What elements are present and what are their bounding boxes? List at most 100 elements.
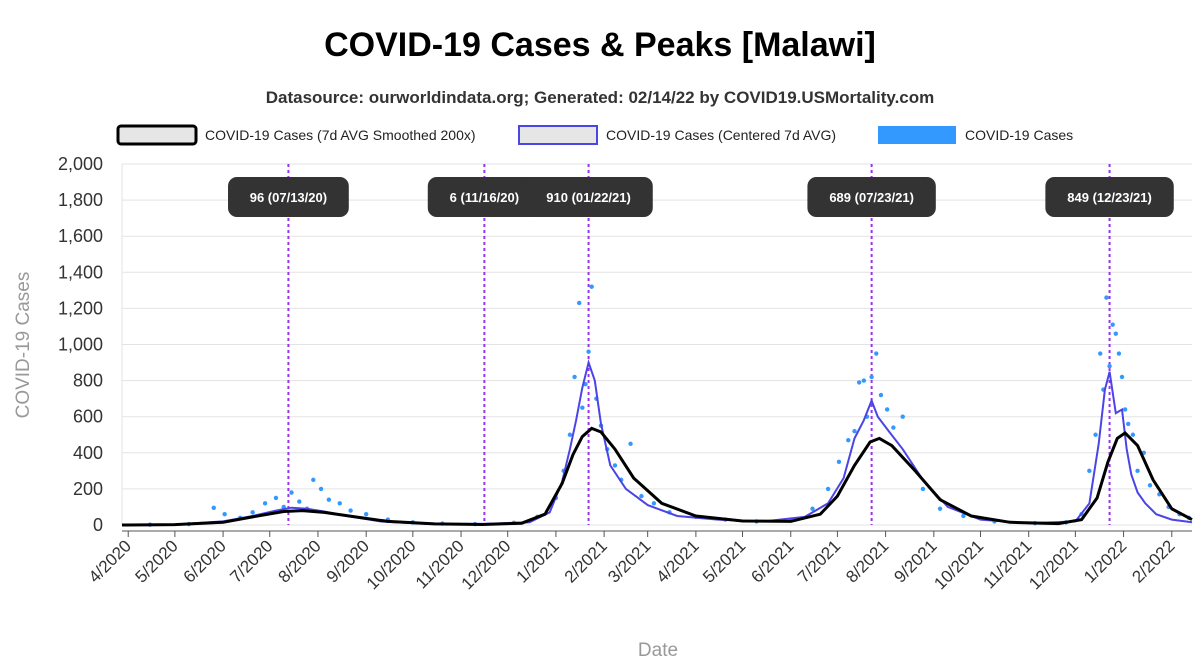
x-tick-label: 11/2021 bbox=[980, 536, 1036, 592]
peak-labels: 96 (07/13/20) 6 (11/16/20) 910 (01/22/21) 6… bbox=[228, 177, 1174, 217]
cases-point bbox=[1098, 351, 1103, 356]
cases-point bbox=[1130, 432, 1136, 437]
cases-point bbox=[920, 486, 926, 492]
cases-point bbox=[846, 437, 851, 443]
series-cases-points bbox=[147, 284, 1192, 527]
peak-label-box bbox=[427, 177, 541, 217]
cases-point bbox=[612, 463, 618, 468]
cases-point bbox=[318, 486, 324, 492]
cases-point bbox=[289, 490, 294, 495]
x-tick-label: 2/2021 bbox=[561, 536, 611, 586]
cases-point bbox=[1122, 407, 1128, 412]
x-tick-label: 7/2021 bbox=[794, 536, 844, 586]
y-tick-label: 800 bbox=[73, 371, 103, 391]
x-tick-label: 10/2020 bbox=[363, 536, 420, 593]
cases-point bbox=[852, 428, 857, 434]
cases-point bbox=[1087, 468, 1092, 474]
x-tick-label: 1/2022 bbox=[1080, 536, 1130, 586]
x-tick-label: 12/2020 bbox=[458, 536, 515, 593]
cases-point bbox=[1147, 483, 1153, 488]
cases-point bbox=[884, 407, 890, 412]
y-tick-label: 1,400 bbox=[58, 262, 103, 282]
cases-point bbox=[363, 511, 369, 517]
cases-point bbox=[1135, 468, 1140, 474]
cases-point bbox=[825, 486, 831, 492]
peak-lines bbox=[287, 164, 1111, 525]
cases-point bbox=[348, 508, 353, 513]
x-tick-label: 4/2021 bbox=[653, 536, 703, 586]
legend-swatch-smoothed bbox=[116, 124, 198, 146]
y-tick-label: 600 bbox=[73, 407, 103, 427]
cases-point bbox=[937, 506, 943, 511]
cases-point bbox=[250, 510, 255, 515]
legend-label-cases: COVID-19 Cases bbox=[965, 127, 1073, 143]
series-smoothed-line bbox=[121, 426, 1193, 527]
cases-point bbox=[874, 351, 879, 356]
x-tick-label: 2/2022 bbox=[1128, 536, 1178, 586]
grid bbox=[121, 163, 1192, 526]
cases-point bbox=[1110, 322, 1115, 327]
peak-label: 689 (07/23/21) bbox=[829, 190, 914, 205]
cases-point bbox=[311, 477, 316, 483]
cases-point bbox=[262, 501, 268, 506]
cases-point bbox=[1126, 421, 1131, 427]
y-tick-label: 1,800 bbox=[58, 190, 103, 210]
x-axis-label: Date bbox=[638, 640, 678, 661]
cases-point bbox=[572, 374, 577, 380]
x-tick-label: 6/2021 bbox=[747, 536, 797, 586]
cases-point bbox=[1093, 432, 1098, 437]
y-tick-label: 0 bbox=[93, 515, 103, 535]
cases-point bbox=[222, 511, 227, 517]
cases-point bbox=[580, 405, 585, 410]
legend-swatch-cases bbox=[878, 126, 956, 144]
cases-point bbox=[651, 501, 657, 506]
cases-point bbox=[900, 414, 905, 419]
cases-point bbox=[1116, 351, 1122, 356]
y-tick-label: 1,000 bbox=[58, 335, 103, 355]
peak-label-box bbox=[524, 177, 653, 217]
y-axis: 0 200 400 600 800 1,000 1,200 1,400 1,600 1,800 2,… bbox=[58, 154, 103, 535]
peak-label-box bbox=[228, 177, 349, 217]
cases-point bbox=[567, 432, 573, 437]
peak-label-box bbox=[807, 177, 936, 217]
cases-point bbox=[1113, 331, 1118, 336]
cases-point bbox=[1104, 295, 1109, 300]
peak-label: 96 (07/13/20) bbox=[250, 190, 327, 205]
chart-subtitle: Datasource: ourworldindata.org; Generate… bbox=[266, 88, 935, 107]
legend-label-centered: COVID-19 Cases (Centered 7d AVG) bbox=[606, 127, 836, 143]
x-tick-label: 4/2020 bbox=[85, 536, 135, 586]
cases-point bbox=[810, 506, 815, 511]
cases-point bbox=[577, 300, 582, 306]
cases-point bbox=[1107, 363, 1112, 369]
cases-point bbox=[211, 505, 216, 511]
peak-label: 849 (12/23/21) bbox=[1067, 190, 1152, 205]
cases-point bbox=[869, 374, 874, 380]
x-tick-label: 10/2021 bbox=[930, 536, 987, 593]
cases-point bbox=[836, 459, 842, 465]
cases-point bbox=[861, 378, 867, 383]
cases-point bbox=[628, 441, 633, 446]
cases-point bbox=[589, 284, 594, 289]
cases-point bbox=[273, 495, 279, 501]
x-tick-label: 5/2021 bbox=[699, 536, 749, 586]
cases-point bbox=[639, 493, 644, 499]
y-axis-label: COVID-19 Cases bbox=[13, 272, 34, 419]
legend: COVID-19 Cases (7d AVG Smoothed 200x) CO… bbox=[116, 124, 1073, 146]
peak-label-box bbox=[1045, 177, 1174, 217]
x-axis: 4/20205/20206/20207/20208/20209/202010/2… bbox=[85, 530, 1192, 593]
legend-label-smoothed: COVID-19 Cases (7d AVG Smoothed 200x) bbox=[205, 127, 476, 143]
y-tick-label: 2,000 bbox=[58, 154, 103, 174]
cases-point bbox=[856, 380, 862, 385]
peak-label: 6 (11/16/20) bbox=[450, 190, 519, 205]
x-tick-label: 6/2020 bbox=[180, 536, 230, 586]
chart-title: COVID-19 Cases & Peaks [Malawi] bbox=[324, 26, 876, 64]
x-tick-label: 8/2020 bbox=[275, 536, 325, 586]
x-tick-label: 8/2021 bbox=[842, 536, 892, 586]
legend-swatch-centered bbox=[518, 125, 598, 145]
cases-point bbox=[1119, 374, 1125, 380]
x-tick-label: 7/2020 bbox=[226, 536, 276, 586]
y-tick-label: 1,200 bbox=[58, 298, 103, 318]
peak-label: 910 (01/22/21) bbox=[546, 190, 631, 205]
x-tick-label: 11/2020 bbox=[412, 536, 468, 592]
